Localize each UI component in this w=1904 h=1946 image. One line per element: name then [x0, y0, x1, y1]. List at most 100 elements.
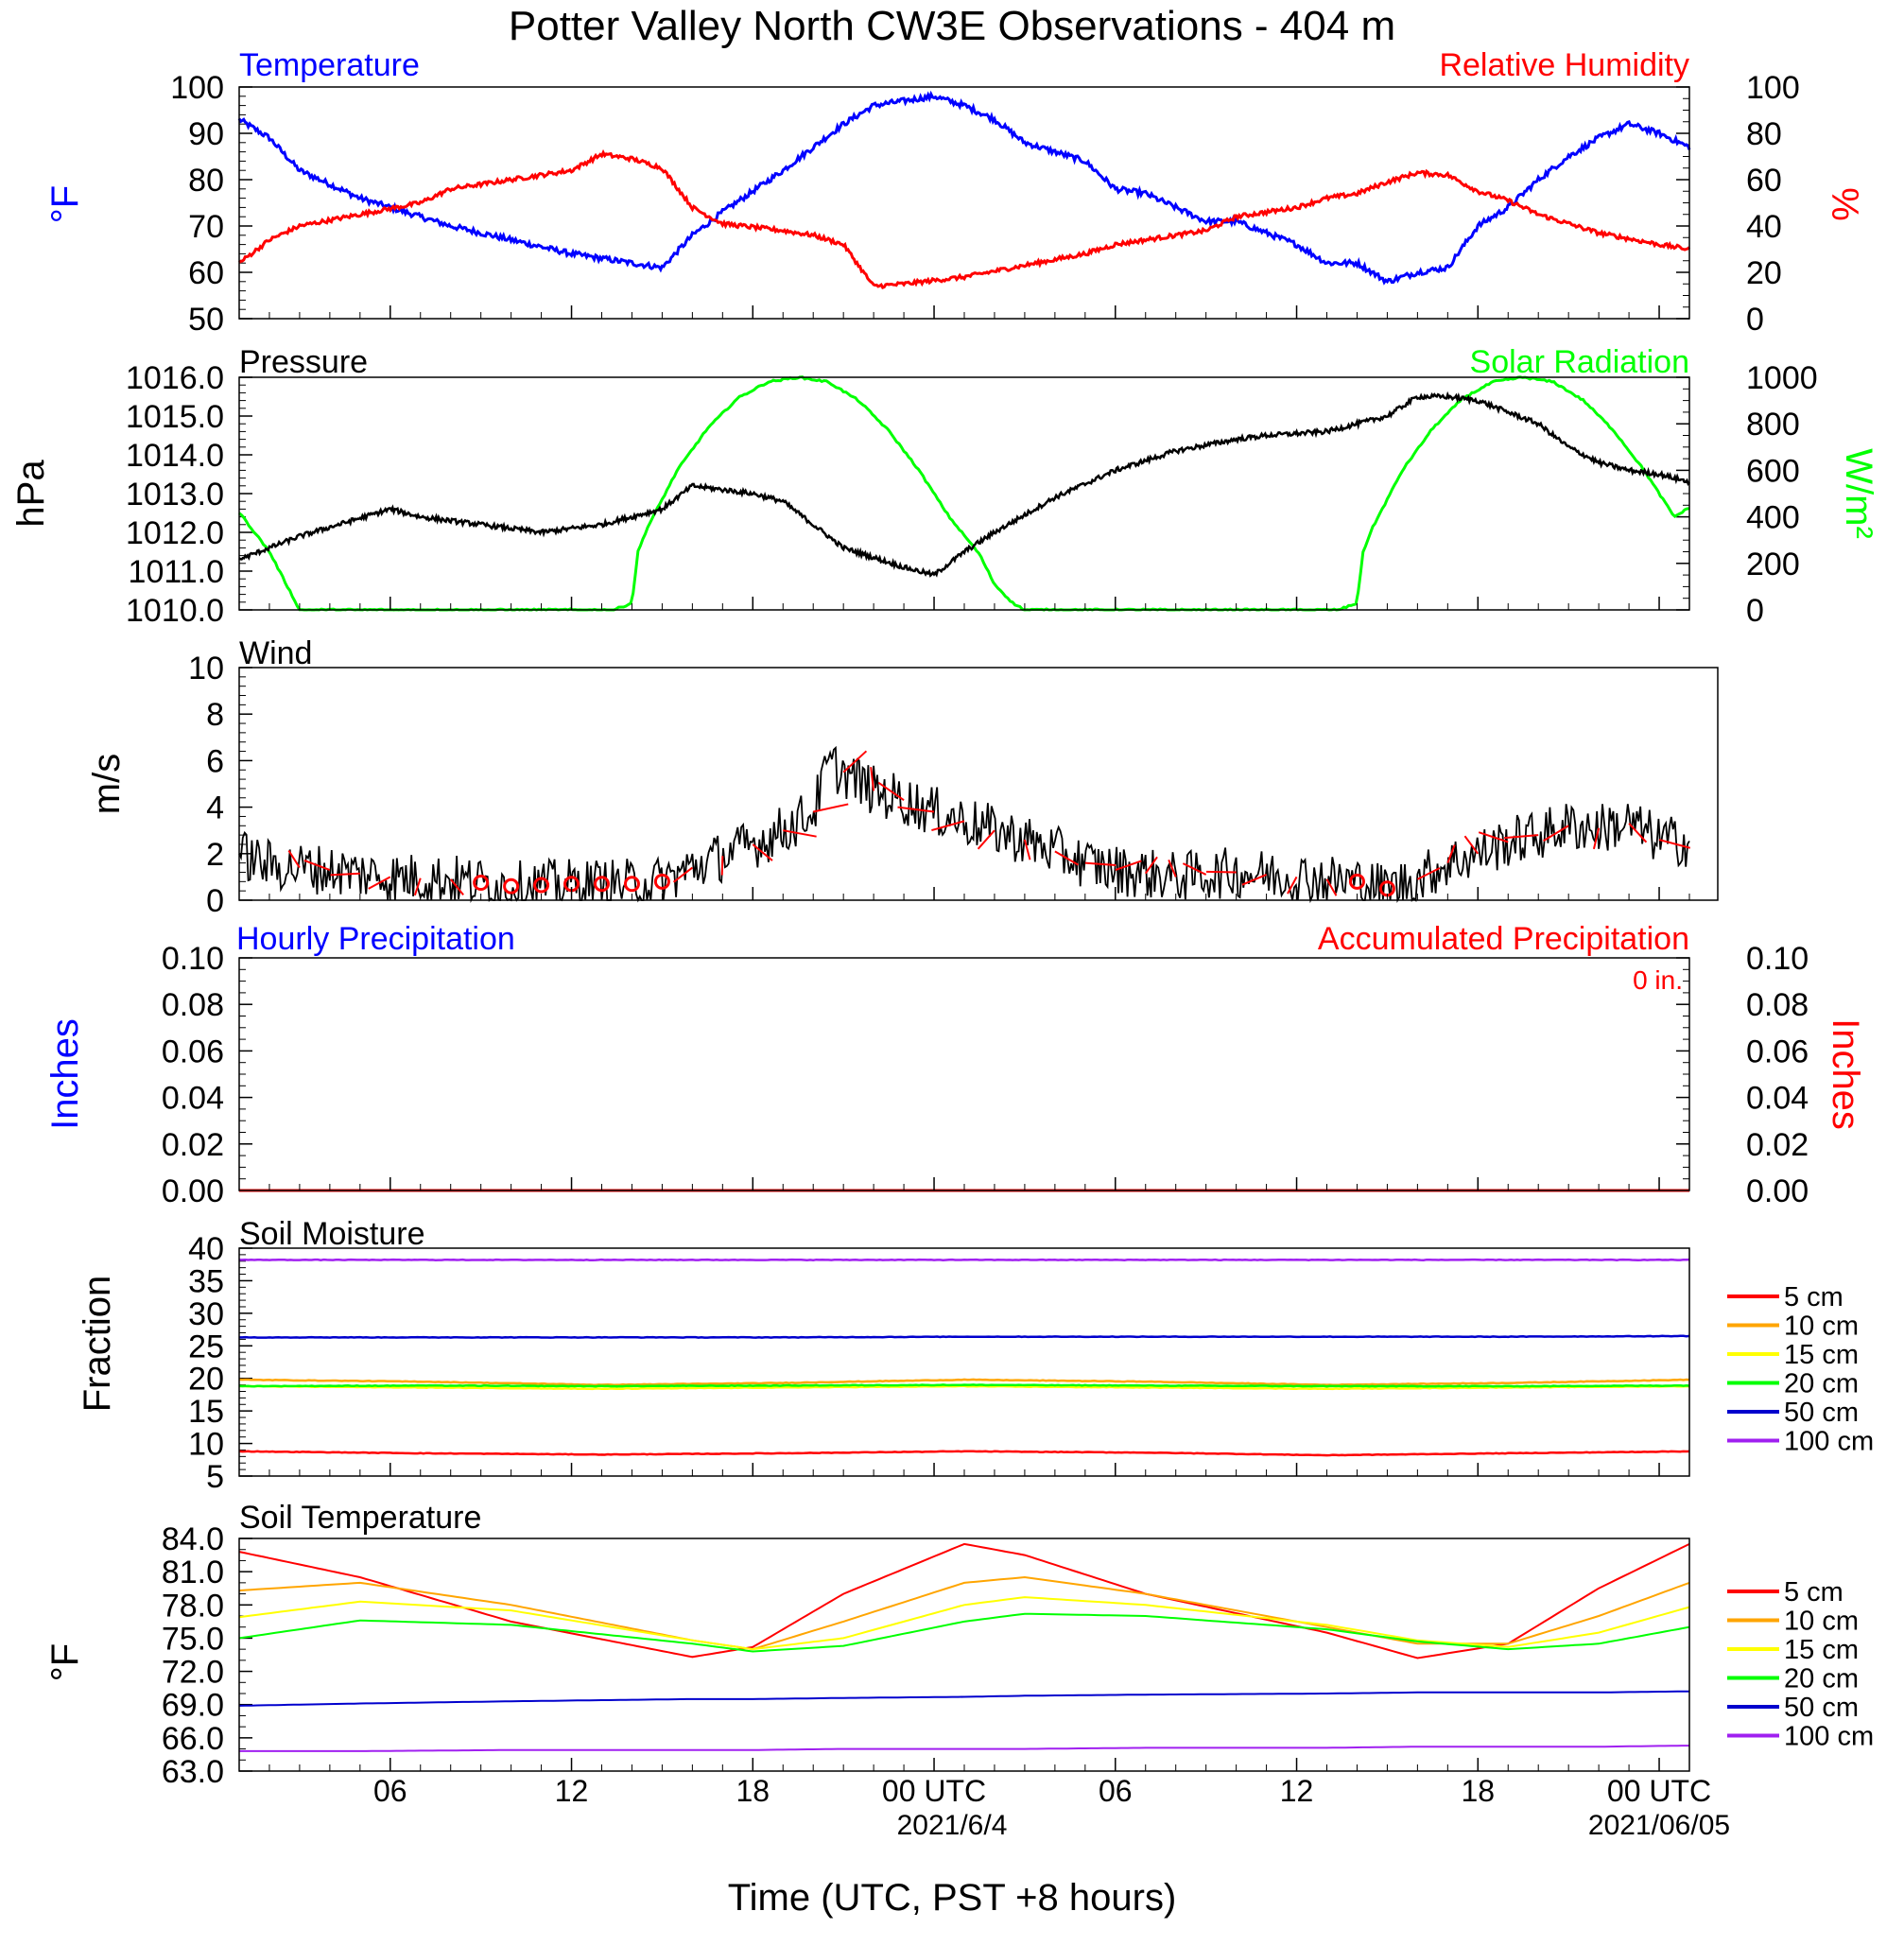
wind-barb	[1206, 870, 1237, 874]
y-tick-label: 50	[188, 302, 224, 338]
wind-barb	[303, 859, 331, 871]
y-tick-label: 800	[1746, 407, 1800, 443]
wind-barb	[1287, 876, 1298, 895]
y-tick-label: 90	[188, 116, 224, 152]
y-tick-label: 0.08	[162, 987, 224, 1023]
y-tick-label: 80	[188, 163, 224, 199]
x-date-label-1: 2021/6/4	[897, 1810, 1008, 1841]
y-tick-label: 40	[188, 1231, 224, 1267]
soil-temperature-line	[238, 1596, 1690, 1651]
x-tick-label: 00 UTC	[1607, 1774, 1711, 1808]
panel-wind: Wind m/s 10 8 6 4 2 0	[86, 635, 1719, 919]
y-tick-label: 0.10	[162, 941, 224, 977]
temperature-line	[237, 90, 1691, 286]
wind-barb	[1241, 874, 1267, 886]
calm-wind-marker	[533, 877, 550, 894]
precip-right-unit: Inches	[1825, 1018, 1866, 1130]
legend-label: 20 cm	[1784, 1664, 1859, 1694]
y-tick-label: 20	[1746, 255, 1782, 291]
soil-moisture-line	[239, 1334, 1690, 1339]
wind-barb	[877, 781, 905, 802]
calm-wind-marker	[503, 877, 520, 895]
y-tick-label: 84.0	[162, 1521, 224, 1557]
y-tick-label: 0.02	[162, 1127, 224, 1163]
humidity-title: Relative Humidity	[1439, 47, 1689, 83]
y-tick-label: 2	[206, 837, 224, 873]
y-tick-label: 69.0	[162, 1688, 224, 1724]
wind-barb	[977, 829, 995, 850]
y-tick-label: 75.0	[162, 1621, 224, 1657]
y-tick-label: 60	[188, 255, 224, 291]
y-tick-label: 1014.0	[126, 438, 224, 474]
soil-moisture-line	[238, 1383, 1690, 1388]
y-tick-label: 0.02	[1746, 1127, 1809, 1163]
x-tick-label: 06	[373, 1774, 407, 1808]
pressure-line	[238, 391, 1690, 578]
wind-barb	[1446, 844, 1456, 863]
x-tick-label: 18	[736, 1774, 770, 1808]
legend-label: 15 cm	[1784, 1635, 1859, 1665]
time-axis: 06 12 18 00 UTC 06 12 18 00 UTC	[238, 305, 1711, 1808]
wind-barb	[1325, 878, 1338, 896]
wind-barb	[931, 820, 965, 832]
wind-barb	[1478, 831, 1509, 843]
accum-precip-axis-ticks: 0.10 0.08 0.06 0.04 0.02 0.00	[1676, 941, 1809, 1209]
y-tick-label: 10	[188, 651, 224, 686]
soil-moisture-title: Soil Moisture	[239, 1216, 425, 1252]
pressure-unit: hPa	[10, 460, 52, 528]
y-tick-label: 8	[206, 697, 224, 733]
wind-barb	[1416, 867, 1441, 880]
y-tick-label: 1010.0	[126, 593, 224, 629]
y-tick-label: 80	[1746, 116, 1782, 152]
y-tick-label: 0.04	[162, 1081, 224, 1117]
wind-barb	[1182, 862, 1207, 876]
panel-soil-temperature: Soil Temperature °F 84.081.078.075.072.0…	[44, 1500, 1874, 1790]
wind-barb	[1115, 860, 1142, 871]
y-tick-label: 0.00	[162, 1173, 224, 1209]
wind-barb	[1144, 856, 1158, 875]
legend-label: 5 cm	[1784, 1577, 1843, 1607]
y-tick-label: 0	[1746, 302, 1764, 338]
soil-temperature-axis-ticks: 84.081.078.075.072.069.066.063.0	[162, 1521, 252, 1790]
y-tick-label: 35	[188, 1263, 224, 1299]
y-tick-label: 10	[188, 1427, 224, 1463]
x-tick-label: 00 UTC	[882, 1774, 986, 1808]
y-tick-label: 1000	[1746, 360, 1818, 396]
panel-temperature-humidity: Temperature Relative Humidity °F % 100 90…	[44, 47, 1865, 338]
x-date-label-2: 2021/06/05	[1588, 1810, 1730, 1841]
wind-barb	[1628, 823, 1648, 843]
wind-barb	[413, 877, 422, 896]
legend-label: 50 cm	[1784, 1398, 1859, 1428]
wind-unit: m/s	[86, 754, 128, 814]
calm-wind-marker	[623, 876, 640, 893]
y-tick-label: 25	[188, 1329, 224, 1364]
wind-direction-barbs	[287, 750, 1691, 897]
calm-wind-marker	[1348, 873, 1365, 890]
wind-title: Wind	[239, 635, 312, 671]
x-tick-label: 12	[555, 1774, 589, 1808]
y-tick-label: 5	[206, 1459, 224, 1495]
wind-barb	[449, 878, 464, 896]
wind-barb	[1054, 850, 1080, 866]
y-tick-label: 6	[206, 743, 224, 779]
soil-temperature-line	[238, 1690, 1689, 1707]
temperature-unit: °F	[44, 185, 86, 223]
accum-precip-title: Accumulated Precipitation	[1318, 921, 1689, 957]
y-tick-label: 1013.0	[126, 477, 224, 513]
y-tick-label: 66.0	[162, 1721, 224, 1757]
x-axis-label: Time (UTC, PST +8 hours)	[728, 1877, 1177, 1919]
y-tick-label: 60	[1746, 163, 1782, 199]
wind-barb	[1543, 825, 1569, 843]
wind-barb	[1658, 839, 1691, 849]
y-tick-label: 100	[1746, 70, 1800, 106]
y-tick-label: 1015.0	[126, 399, 224, 435]
y-tick-label: 0.10	[1746, 941, 1809, 977]
wind-barb	[368, 876, 391, 890]
soil-moisture-line	[238, 1450, 1690, 1457]
soil-moisture-line	[238, 1384, 1690, 1391]
soil-temperature-unit: °F	[44, 1643, 86, 1681]
